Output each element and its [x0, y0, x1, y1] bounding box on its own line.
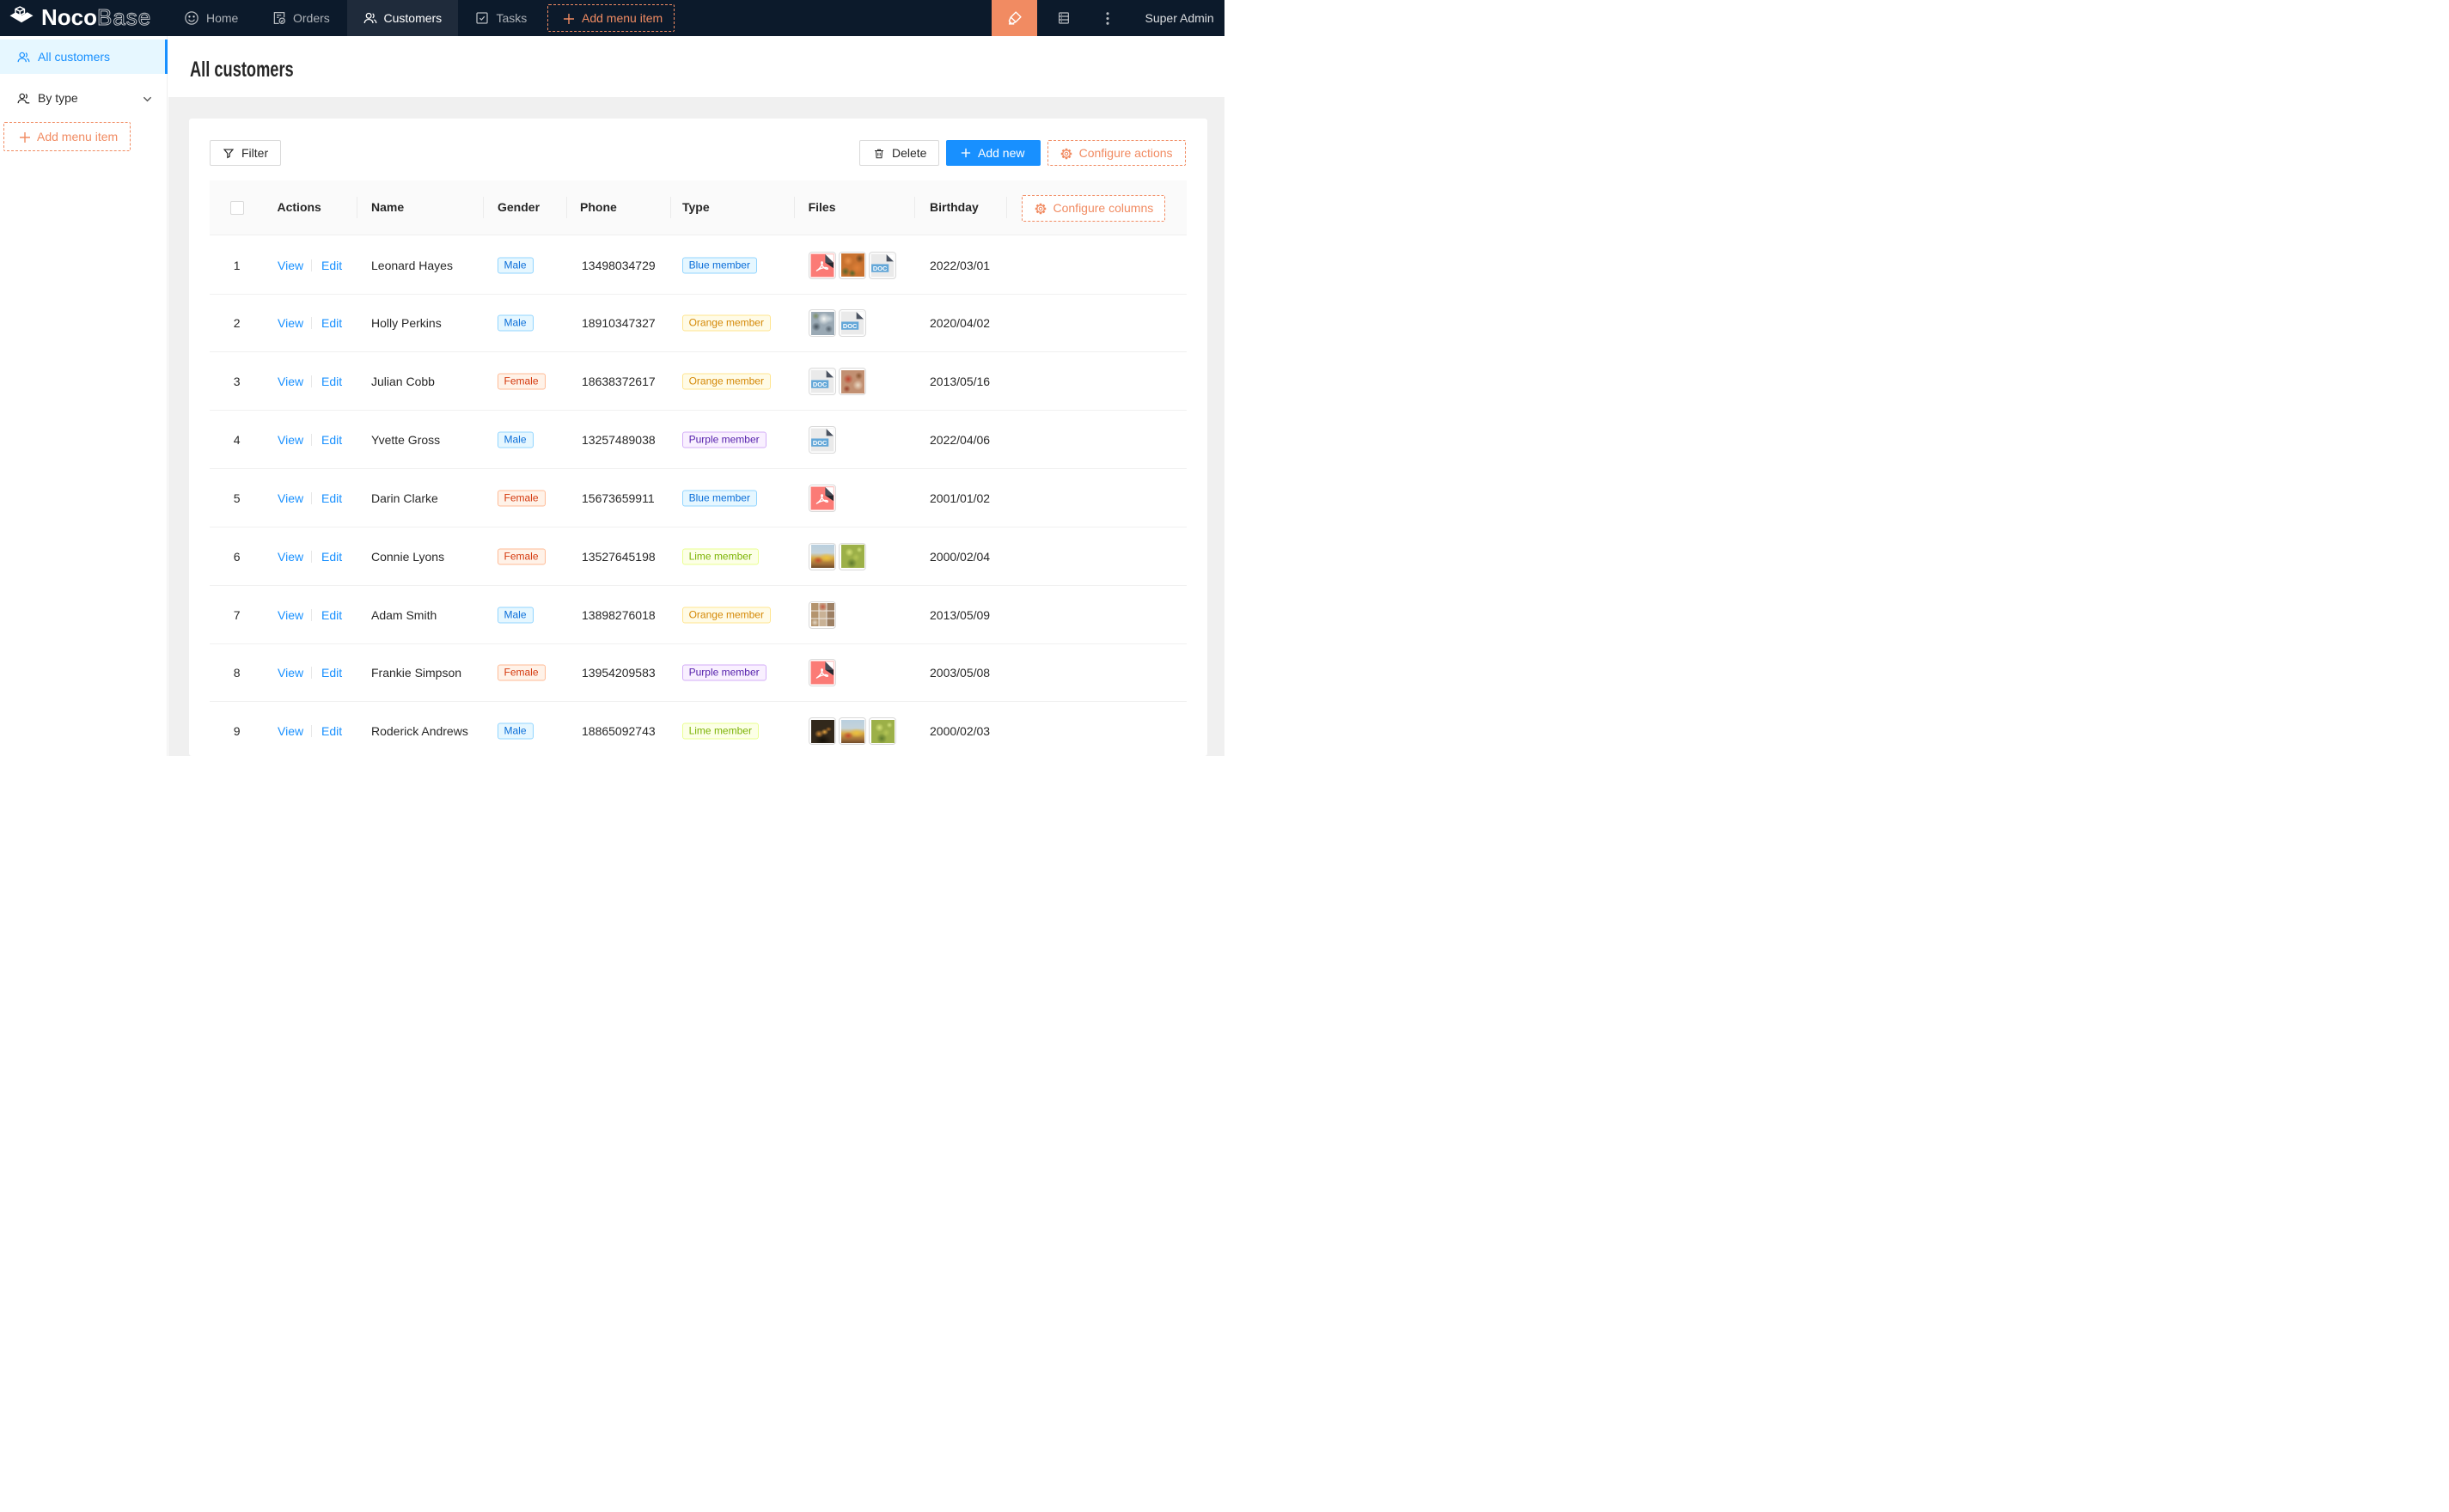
svg-text:DOC: DOC	[813, 381, 828, 388]
svg-text:DOC: DOC	[813, 439, 828, 447]
svg-text:DOC: DOC	[843, 322, 858, 330]
svg-text:DOC: DOC	[873, 264, 888, 271]
